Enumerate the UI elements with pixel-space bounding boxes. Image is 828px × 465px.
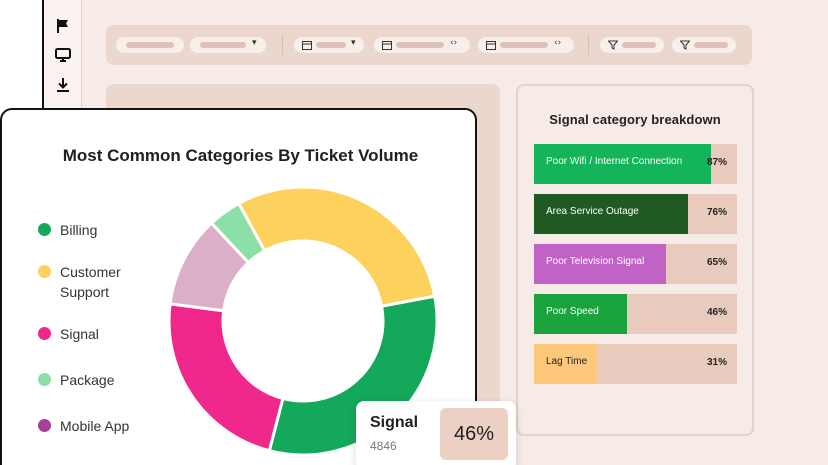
card-title: Most Common Categories By Ticket Volume (62, 146, 419, 165)
filter-icon (608, 40, 618, 50)
flag-icon[interactable] (54, 17, 72, 35)
calendar-icon (382, 41, 392, 50)
legend-label: Package (60, 372, 115, 388)
filter-button[interactable] (672, 37, 736, 53)
breakdown-percent: 87% (706, 157, 727, 168)
breakdown-title: Signal category breakdown (549, 112, 721, 127)
breakdown-bar-fill (534, 244, 666, 284)
breakdown-label: Lag Time (546, 356, 588, 367)
breakdown-bar-fill (534, 144, 711, 184)
range-arrows-icon: ‹› (450, 38, 458, 48)
date-dropdown[interactable]: ▾ (294, 37, 364, 53)
breakdown-row[interactable]: Poor Television Signal 65% (534, 244, 737, 284)
filter-dropdown[interactable]: ▾ (190, 37, 266, 53)
breakdown-label: Poor Wifi / Internet Connection (546, 156, 683, 167)
breakdown-row[interactable]: Poor Speed 46% (534, 294, 737, 334)
donut-slice[interactable] (167, 302, 285, 453)
breakdown-bar-fill (534, 294, 627, 334)
date-range-picker[interactable]: ‹› (374, 37, 470, 53)
breakdown-label: Poor Speed (546, 306, 599, 317)
tooltip-count: 4846 (370, 439, 397, 453)
calendar-icon (486, 41, 496, 50)
breakdown-percent: 31% (706, 357, 727, 368)
chart-tooltip: Signal 4846 46% (356, 401, 516, 465)
breakdown-percent: 46% (706, 307, 727, 318)
filter-icon (680, 40, 690, 50)
breakdown-row[interactable]: Poor Wifi / Internet Connection 87% (534, 144, 737, 184)
breakdown-label: Poor Television Signal (546, 256, 645, 267)
legend-label: Billing (60, 222, 98, 238)
tooltip-percent-badge: 46% (440, 408, 508, 460)
monitor-icon[interactable] (54, 46, 72, 64)
legend-swatch (38, 223, 51, 236)
legend-swatch (38, 327, 51, 340)
filter-bar: ▾ ▾ ‹› ‹› (106, 25, 752, 65)
download-icon[interactable] (54, 76, 72, 94)
legend-label: Mobile App (60, 418, 130, 434)
signal-breakdown-card: Signal category breakdown Poor Wifi / In… (516, 84, 754, 436)
filter-button[interactable] (600, 37, 664, 53)
legend-label: Signal (60, 326, 99, 342)
tooltip-category: Signal (370, 414, 419, 431)
breakdown-label: Area Service Outage (546, 206, 639, 217)
chevron-down-icon: ▾ (252, 38, 257, 48)
breakdown-percent: 65% (706, 257, 727, 268)
breakdown-percent: 76% (706, 207, 727, 218)
chevron-down-icon: ▾ (351, 38, 356, 48)
filter-text-field[interactable] (116, 37, 184, 53)
date-range-picker[interactable]: ‹› (478, 37, 574, 53)
breakdown-bar-fill (534, 194, 688, 234)
legend-swatch (38, 373, 51, 386)
legend-swatch (38, 419, 51, 432)
range-arrows-icon: ‹› (554, 38, 562, 48)
calendar-icon (302, 41, 312, 50)
breakdown-bar-fill (534, 344, 597, 384)
breakdown-row[interactable]: Lag Time 31% (534, 344, 737, 384)
donut-slice[interactable] (209, 201, 267, 265)
donut-slice[interactable] (236, 185, 437, 308)
legend-swatch (38, 265, 51, 278)
legend-label: Customer Support (60, 264, 121, 300)
breakdown-row[interactable]: Area Service Outage 76% (534, 194, 737, 234)
tooltip-percent: 46% (453, 423, 495, 445)
